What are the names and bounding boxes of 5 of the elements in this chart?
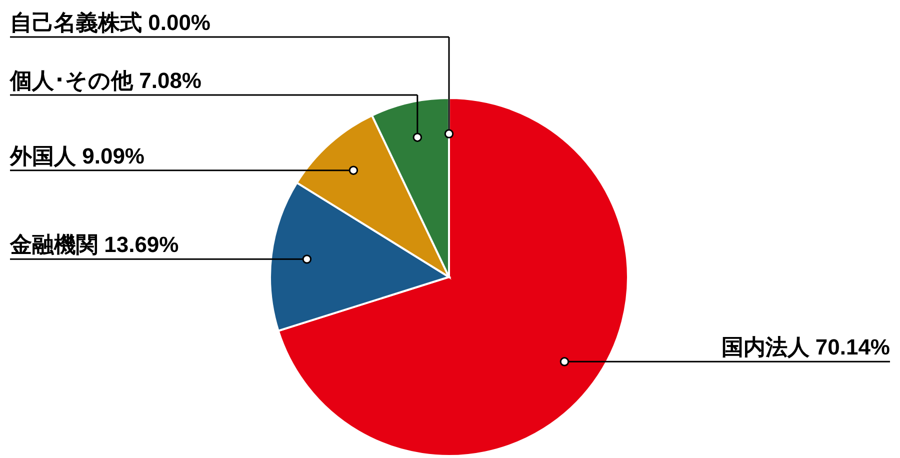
- slice-label: 外国人 9.09%: [9, 143, 144, 168]
- category-label: 自己名義株式 0.00%: [10, 10, 210, 35]
- slice-label: 国内法人 70.14%: [721, 334, 890, 360]
- slice-label: 個人･その他 7.08%: [9, 68, 202, 93]
- slice-label: 金融機関 13.69%: [9, 232, 179, 258]
